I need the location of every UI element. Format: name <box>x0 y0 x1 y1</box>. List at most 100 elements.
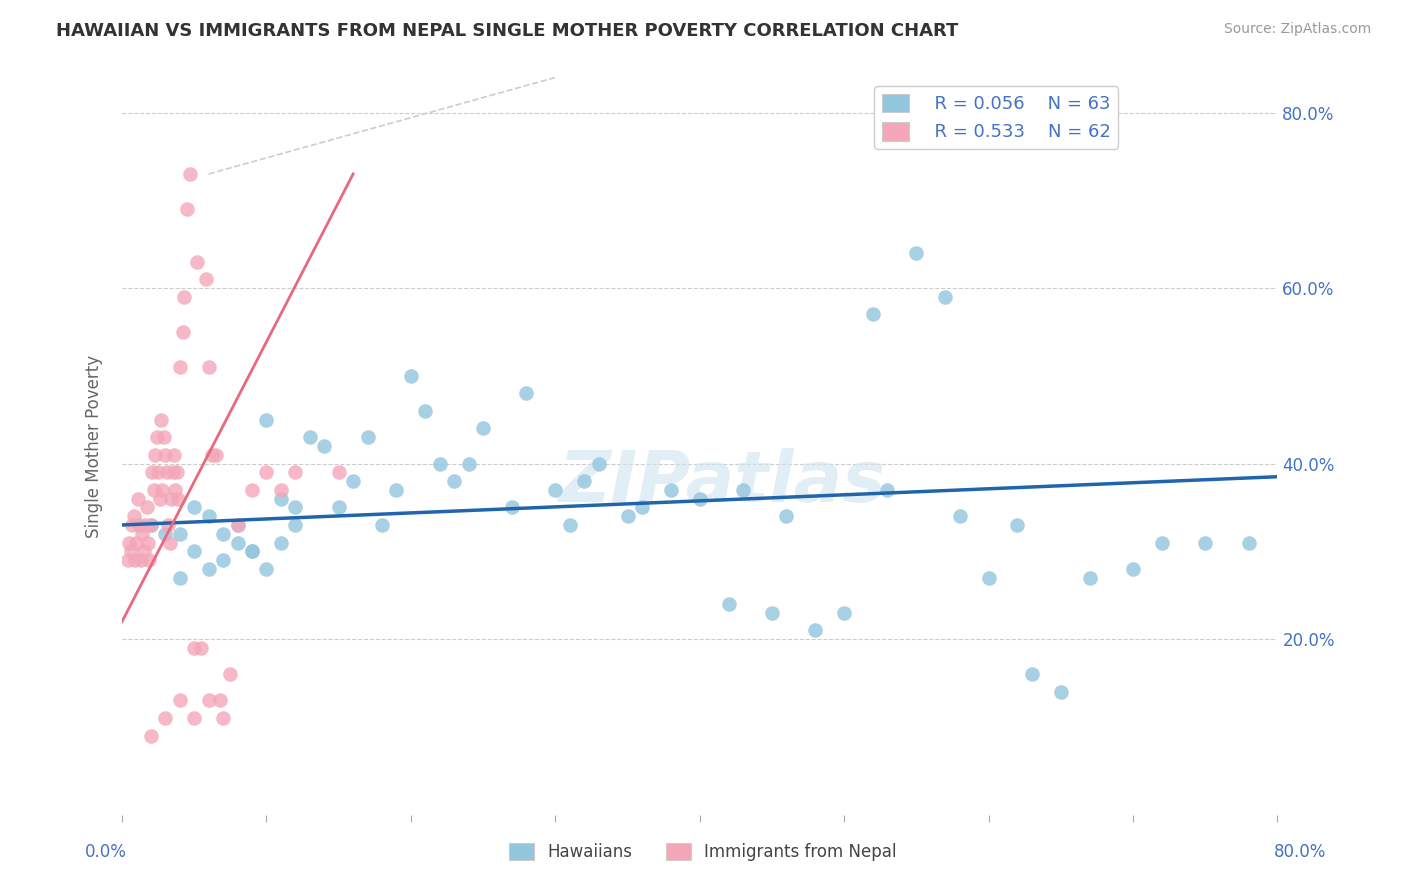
Point <box>183 544 205 558</box>
Point <box>1078 571 1101 585</box>
Point <box>155 448 177 462</box>
Point <box>212 711 235 725</box>
Point <box>226 535 249 549</box>
Point <box>169 571 191 585</box>
Point <box>212 553 235 567</box>
Point <box>120 544 142 558</box>
Point <box>515 386 537 401</box>
Point <box>226 518 249 533</box>
Point <box>165 483 187 497</box>
Point <box>135 500 157 515</box>
Text: Source: ZipAtlas.com: Source: ZipAtlas.com <box>1223 22 1371 37</box>
Point <box>155 711 177 725</box>
Point <box>689 491 711 506</box>
Point <box>197 509 219 524</box>
Point <box>131 526 153 541</box>
Point <box>429 457 451 471</box>
Point <box>256 562 278 576</box>
Point <box>183 500 205 515</box>
Point <box>399 368 422 383</box>
Point <box>256 466 278 480</box>
Point <box>146 466 169 480</box>
Y-axis label: Single Mother Poverty: Single Mother Poverty <box>86 354 103 538</box>
Point <box>226 518 249 533</box>
Point <box>142 483 165 497</box>
Point <box>205 448 228 462</box>
Point <box>385 483 408 497</box>
Point <box>162 466 184 480</box>
Point <box>443 474 465 488</box>
Point <box>240 544 263 558</box>
Point <box>128 518 150 533</box>
Point <box>197 359 219 374</box>
Point <box>169 526 191 541</box>
Point <box>194 272 217 286</box>
Point <box>832 606 855 620</box>
Point <box>152 483 174 497</box>
Point <box>616 509 638 524</box>
Point <box>1194 535 1216 549</box>
Point <box>457 457 479 471</box>
Point <box>731 483 754 497</box>
Point <box>118 535 141 549</box>
Point <box>117 553 139 567</box>
Point <box>139 518 162 533</box>
Point <box>179 167 201 181</box>
Point <box>163 448 186 462</box>
Point <box>270 535 292 549</box>
Point <box>186 254 208 268</box>
Point <box>166 466 188 480</box>
Point <box>949 509 972 524</box>
Point <box>1049 684 1071 698</box>
Text: 0.0%: 0.0% <box>84 843 127 861</box>
Point <box>284 500 307 515</box>
Point <box>1007 518 1029 533</box>
Point <box>159 535 181 549</box>
Point <box>804 624 827 638</box>
Point <box>572 474 595 488</box>
Point <box>761 606 783 620</box>
Text: ZIPatlas: ZIPatlas <box>560 449 887 517</box>
Point <box>136 535 159 549</box>
Point <box>197 562 219 576</box>
Point <box>160 491 183 506</box>
Point <box>862 307 884 321</box>
Point <box>328 500 350 515</box>
Point <box>544 483 567 497</box>
Point <box>472 421 495 435</box>
Point <box>139 729 162 743</box>
Point <box>143 448 166 462</box>
Point <box>240 483 263 497</box>
Point <box>127 491 149 506</box>
Point <box>934 290 956 304</box>
Point <box>905 246 928 260</box>
Point <box>173 290 195 304</box>
Point <box>1237 535 1260 549</box>
Legend:   R = 0.056    N = 63,   R = 0.533    N = 62: R = 0.056 N = 63, R = 0.533 N = 62 <box>875 87 1118 149</box>
Point <box>124 553 146 567</box>
Point <box>139 518 162 533</box>
Point <box>876 483 898 497</box>
Point <box>153 430 176 444</box>
Point <box>415 404 437 418</box>
Point <box>284 518 307 533</box>
Legend: Hawaiians, Immigrants from Nepal: Hawaiians, Immigrants from Nepal <box>502 836 904 868</box>
Point <box>200 448 222 462</box>
Point <box>155 526 177 541</box>
Point <box>129 553 152 567</box>
Text: HAWAIIAN VS IMMIGRANTS FROM NEPAL SINGLE MOTHER POVERTY CORRELATION CHART: HAWAIIAN VS IMMIGRANTS FROM NEPAL SINGLE… <box>56 22 959 40</box>
Point <box>190 640 212 655</box>
Point <box>501 500 523 515</box>
Point <box>157 518 180 533</box>
Point <box>134 518 156 533</box>
Point <box>183 711 205 725</box>
Point <box>141 466 163 480</box>
Point <box>256 412 278 426</box>
Point <box>284 466 307 480</box>
Point <box>212 526 235 541</box>
Point <box>659 483 682 497</box>
Point <box>558 518 581 533</box>
Point <box>1150 535 1173 549</box>
Point <box>183 640 205 655</box>
Point <box>977 571 1000 585</box>
